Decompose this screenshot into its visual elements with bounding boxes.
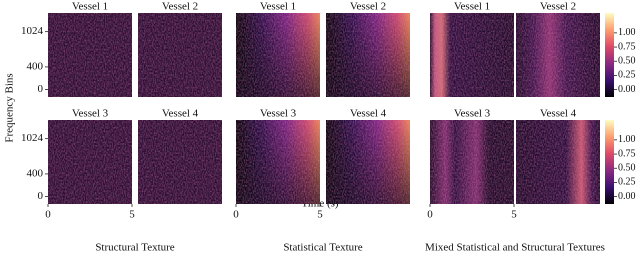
heatmap-noise [138,13,222,97]
panel-title: Vessel 3 [454,108,491,120]
panel-title: Vessel 2 [350,1,386,13]
y-tick-label: 0 [38,190,44,202]
colorbar-tick-label: 1.00 [618,134,636,145]
panel-title: Vessel 3 [72,108,109,120]
x-tick-label: 0 [427,209,433,221]
heatmap-noise [430,120,514,204]
panel-title: Vessel 3 [260,108,297,120]
x-tick-label: 0 [45,209,51,221]
heatmap-noise [236,120,320,204]
y-tick-label: 400 [27,60,44,72]
colorbar-tick-label: 0.75 [618,41,636,52]
panel-title: Vessel 1 [454,1,490,13]
colorbar-tick-label: 0.25 [618,70,636,81]
heatmap-noise [516,120,600,204]
x-tick-label: 0 [233,209,239,221]
panel-title: Vessel 4 [540,108,577,120]
heatmap-noise [48,120,132,204]
panel-title: Vessel 4 [162,108,199,120]
colorbar-tick-label: 1.00 [618,27,636,38]
colorbar-tick-label: 0.00 [618,191,636,202]
colorbar-tick-label: 0.00 [618,84,636,95]
colorbar-tick-label: 0.75 [618,148,636,159]
x-tick-label: 5 [511,209,517,221]
colorbar-tick-label: 0.50 [618,163,636,174]
panel-title: Vessel 4 [350,108,387,120]
heatmap-noise [48,13,132,97]
x-tick-label: 5 [129,209,135,221]
panel-title: Vessel 1 [260,1,296,13]
heatmap-noise [236,13,320,97]
colorbar [605,120,614,204]
heatmap-noise [326,120,410,204]
x-tick-label: 5 [317,209,323,221]
panel-title: Vessel 1 [72,1,108,13]
group-label: Mixed Statistical and Structural Texture… [425,242,605,254]
colorbar-tick-label: 0.25 [618,177,636,188]
y-axis-label: Frequency Bins [4,73,16,142]
y-tick-label: 1024 [21,132,44,144]
group-label: Structural Texture [95,242,174,254]
y-tick-label: 400 [27,167,44,179]
heatmap-noise [326,13,410,97]
heatmap-noise [516,13,600,97]
colorbar [605,13,614,97]
y-tick-label: 0 [38,83,44,95]
heatmap-noise [138,120,222,204]
y-tick-label: 1024 [21,25,44,37]
heatmap-noise [430,13,514,97]
panel-title: Vessel 2 [162,1,198,13]
colorbar-tick-label: 0.50 [618,56,636,67]
panel-title: Vessel 2 [540,1,576,13]
group-label: Statistical Texture [283,242,362,254]
